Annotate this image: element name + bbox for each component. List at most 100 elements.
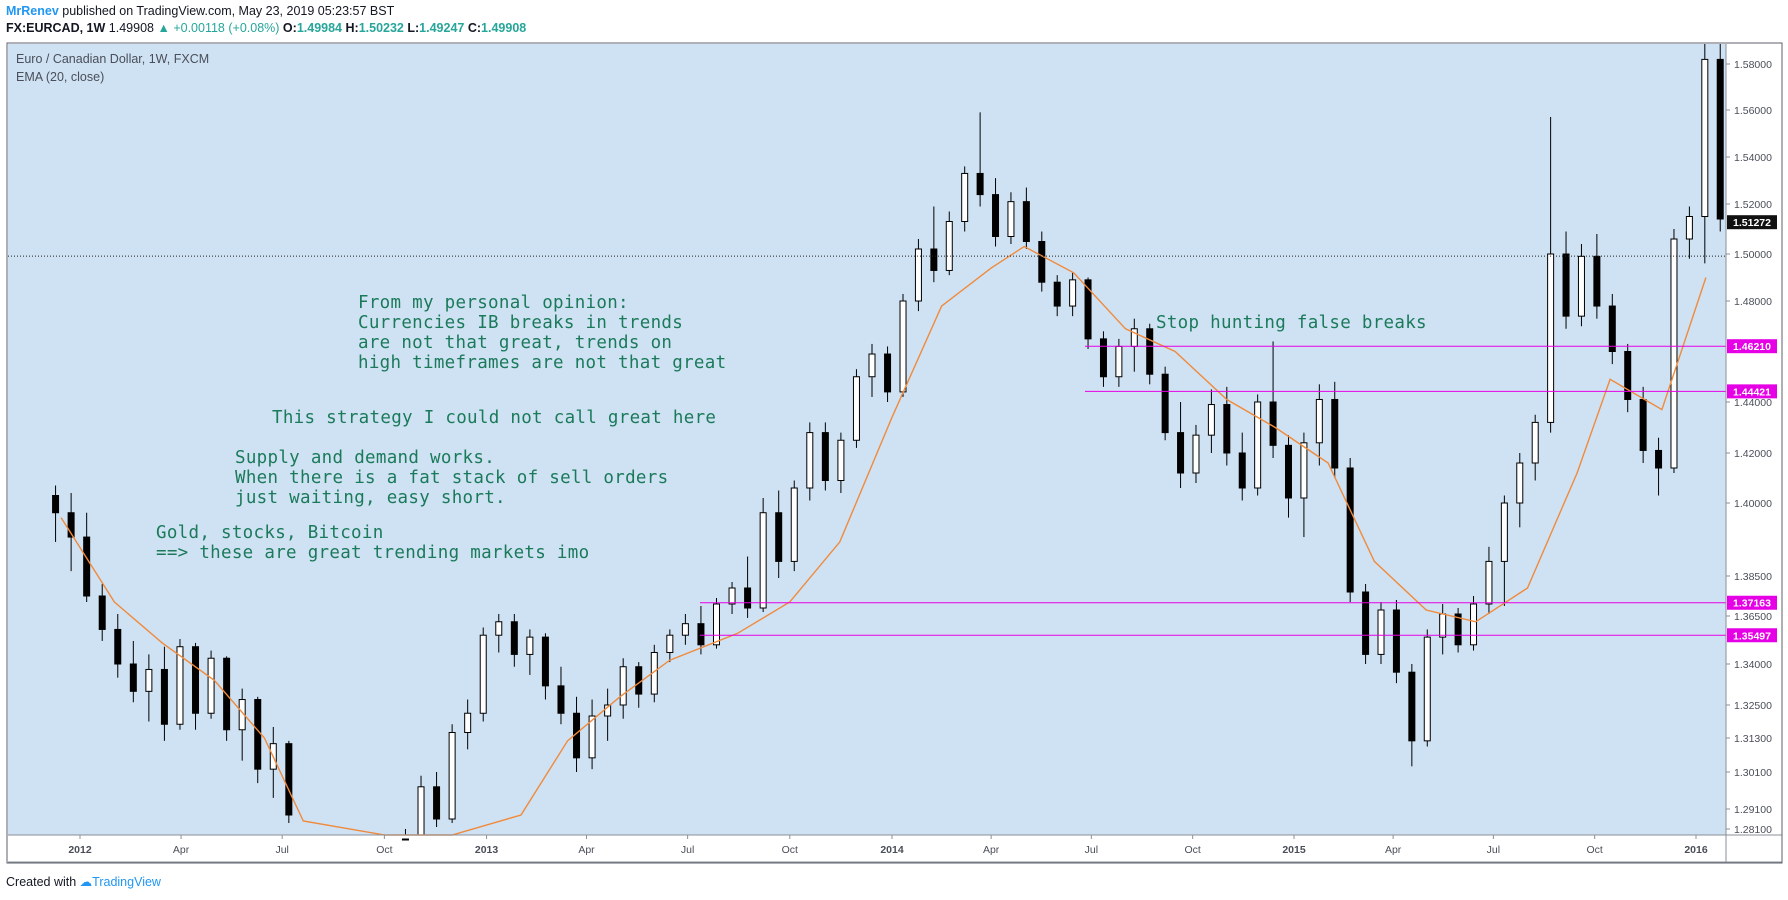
- candle: [1146, 323, 1154, 385]
- bull-candle-body: [207, 657, 215, 714]
- y-tick-label: 1.31300: [1734, 733, 1772, 745]
- candle: [899, 293, 907, 397]
- bear-candle-body: [433, 786, 441, 820]
- bear-candle-body: [192, 646, 200, 714]
- candle: [1547, 117, 1555, 433]
- indicator-legend[interactable]: EMA (20, close): [16, 70, 105, 84]
- bear-candle-body: [1562, 253, 1570, 317]
- x-tick-label: 2012: [68, 844, 92, 856]
- candle: [114, 614, 122, 678]
- bull-candle-body: [176, 646, 184, 725]
- open-value: 1.49984: [296, 21, 342, 35]
- bull-candle-body: [1500, 502, 1508, 562]
- candle: [681, 614, 689, 645]
- bear-candle-body: [1408, 671, 1416, 742]
- candle: [1516, 453, 1524, 528]
- candle: [557, 666, 565, 725]
- candle: [479, 627, 487, 722]
- candle: [806, 422, 814, 501]
- current-price-label: 1.51272: [1733, 217, 1771, 229]
- bull-candle-body: [1315, 398, 1323, 444]
- bear-candle-body: [1284, 444, 1292, 499]
- level-price-tag: [1727, 595, 1777, 610]
- level-price-tag: [1727, 339, 1777, 354]
- bull-candle-body: [1470, 603, 1478, 646]
- bull-candle-body: [1300, 442, 1308, 499]
- candle: [192, 642, 200, 730]
- candle: [1331, 381, 1339, 478]
- bear-candle-body: [510, 621, 518, 655]
- bull-candle-body: [1007, 201, 1015, 237]
- plot-background: [8, 44, 1726, 835]
- bear-candle-body: [1084, 279, 1092, 340]
- bear-candle-body: [821, 432, 829, 482]
- bull-candle-body: [1207, 404, 1215, 436]
- tradingview-logo-icon[interactable]: ☁: [79, 875, 93, 889]
- bear-candle-body: [1223, 404, 1231, 454]
- candle: [821, 422, 829, 491]
- tradingview-brand[interactable]: TradingView: [92, 875, 161, 889]
- candle: [712, 598, 720, 649]
- bear-candle-body: [1716, 58, 1724, 220]
- y-tick-label: 1.42000: [1734, 448, 1772, 460]
- x-tick-label: Oct: [1587, 844, 1603, 856]
- bull-candle-body: [728, 587, 736, 605]
- level-price-label: 1.44421: [1733, 386, 1771, 398]
- candle: [67, 493, 75, 572]
- x-tick-label: Oct: [1185, 844, 1201, 856]
- candle: [1254, 394, 1262, 496]
- candle: [1577, 244, 1585, 327]
- bull-candle-body: [790, 487, 798, 562]
- candle: [914, 239, 922, 312]
- candle: [1161, 366, 1169, 441]
- candle: [790, 480, 798, 572]
- bear-candle-body: [1022, 201, 1030, 242]
- y-tick-label: 1.52000: [1734, 199, 1772, 211]
- low-value: 1.49247: [419, 21, 465, 35]
- bull-candle-body: [588, 715, 596, 759]
- bear-candle-body: [1346, 467, 1354, 593]
- note-supply-demand: Supply and demand works. When there is a…: [235, 448, 669, 508]
- bull-candle-body: [1701, 58, 1709, 218]
- x-tick-label: Oct: [782, 844, 798, 856]
- bull-candle-body: [619, 666, 627, 706]
- footer: Created with ☁TradingView: [6, 874, 161, 889]
- candle: [160, 646, 168, 741]
- bear-candle-body: [930, 248, 938, 271]
- y-tick-label: 1.34000: [1734, 659, 1772, 671]
- candle: [666, 629, 674, 663]
- candle: [1022, 187, 1030, 249]
- author-name[interactable]: MrRenev: [6, 4, 59, 18]
- candle: [1655, 437, 1663, 496]
- bull-candle-body: [1423, 636, 1431, 742]
- candle: [285, 740, 293, 823]
- bull-candle-body: [448, 732, 456, 820]
- x-tick-label: 2013: [475, 844, 499, 856]
- bull-candle-body: [759, 512, 767, 609]
- candle: [1315, 384, 1323, 466]
- y-tick-label: 1.36500: [1734, 611, 1772, 623]
- candle: [1177, 402, 1185, 488]
- bull-candle-body: [899, 300, 907, 393]
- candle: [223, 656, 231, 741]
- bull-candle-body: [1377, 609, 1385, 655]
- candle: [448, 724, 456, 823]
- candle: [945, 211, 953, 276]
- candle: [1007, 192, 1015, 244]
- candle: [495, 614, 503, 653]
- bull-candle-body: [1577, 255, 1585, 317]
- bear-candle-body: [1053, 281, 1061, 307]
- bear-candle-body: [1177, 432, 1185, 474]
- candle: [176, 639, 184, 730]
- close-value: 1.49908: [481, 21, 527, 35]
- bear-candle-body: [1454, 613, 1462, 646]
- y-tick-label: 1.29100: [1734, 804, 1772, 816]
- note-strategy: This strategy I could not call great her…: [272, 408, 717, 428]
- bear-candle-body: [744, 587, 752, 609]
- y-tick-label: 1.28100: [1734, 824, 1772, 836]
- candle: [1377, 602, 1385, 664]
- bear-candle-body: [775, 512, 783, 562]
- bear-candle-body: [1639, 398, 1647, 451]
- created-with-text: Created with: [6, 875, 77, 889]
